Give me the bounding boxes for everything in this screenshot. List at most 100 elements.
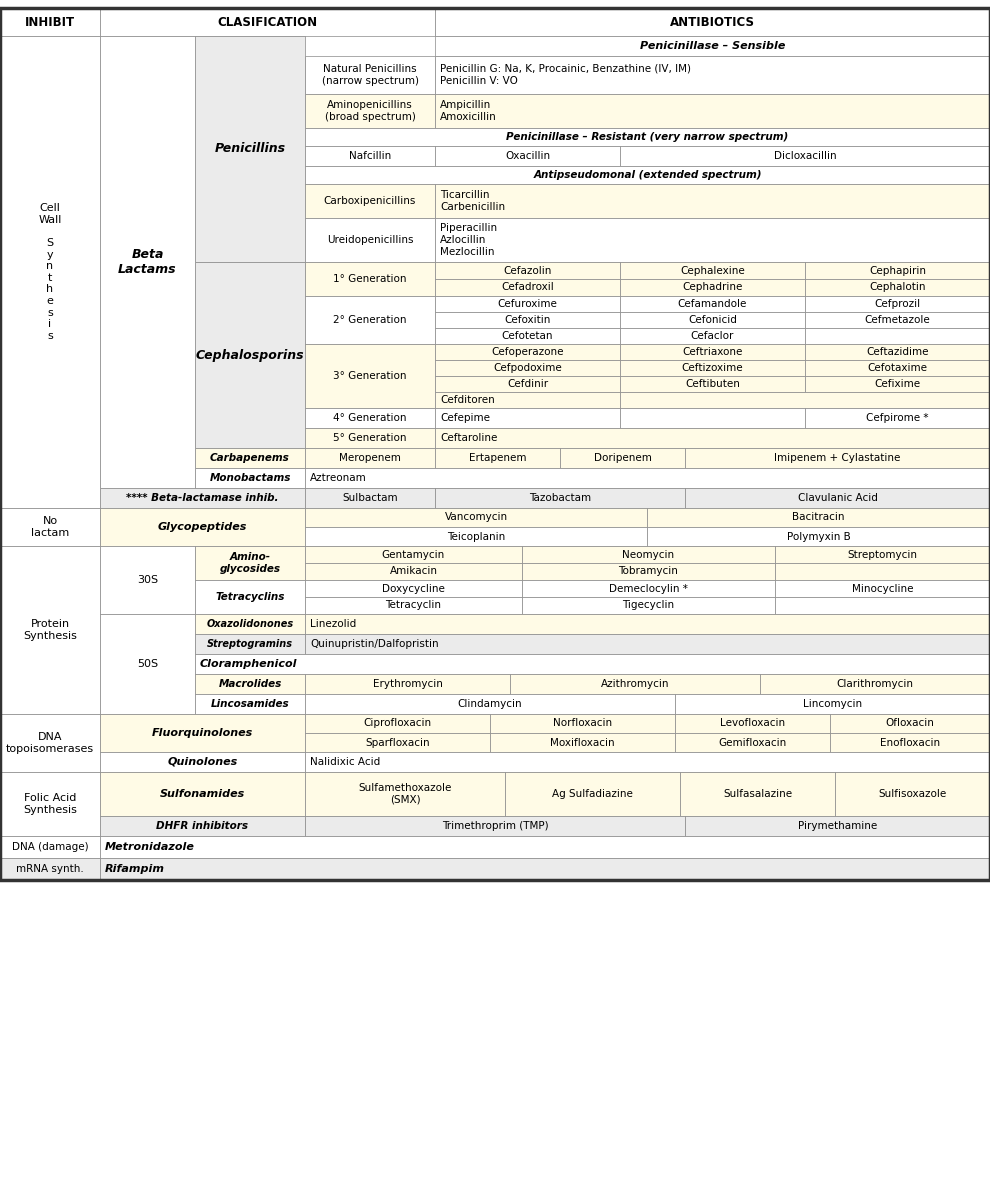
Text: Moxifloxacin: Moxifloxacin [550, 738, 615, 748]
Text: Sparfloxacin: Sparfloxacin [365, 738, 430, 748]
Bar [560, 448, 685, 468]
Bar [100, 772, 305, 816]
Bar [435, 408, 620, 428]
Text: Ceftriaxone: Ceftriaxone [682, 347, 742, 358]
Bar [490, 733, 675, 752]
Bar [195, 262, 305, 448]
Bar [522, 546, 775, 563]
Bar [0, 836, 100, 858]
Bar [305, 448, 435, 468]
Text: Carbenicillin: Carbenicillin [440, 202, 505, 211]
Bar [435, 360, 620, 376]
Text: 3° Generation: 3° Generation [334, 371, 407, 382]
Text: Cephalotin: Cephalotin [869, 282, 926, 293]
Text: 4° Generation: 4° Generation [334, 413, 407, 422]
Bar [435, 376, 620, 392]
Text: CLASIFICATION: CLASIFICATION [218, 16, 318, 29]
Text: Teicoplanin: Teicoplanin [446, 532, 505, 541]
Bar [435, 278, 620, 296]
Bar [620, 360, 805, 376]
Bar [195, 614, 305, 634]
Text: Protein
Synthesis: Protein Synthesis [23, 619, 77, 641]
Text: Lincomycin: Lincomycin [803, 698, 862, 709]
Text: Cefpirome *: Cefpirome * [866, 413, 929, 422]
Text: Meropenem: Meropenem [339, 452, 401, 463]
Text: Polymyxin B: Polymyxin B [787, 532, 850, 541]
Text: Ciprofloxacin: Ciprofloxacin [363, 719, 432, 728]
Bar [620, 392, 990, 408]
Bar [490, 714, 675, 733]
Bar [100, 752, 305, 772]
Bar [0, 8, 100, 36]
Bar [305, 56, 435, 94]
Bar [305, 344, 435, 408]
Bar [100, 488, 305, 508]
Text: Cefditoren: Cefditoren [440, 395, 495, 404]
Bar [805, 344, 990, 360]
Text: Quinupristin/Dalfopristin: Quinupristin/Dalfopristin [310, 638, 439, 649]
Bar [505, 772, 680, 816]
Bar [305, 614, 990, 634]
Text: Folic Acid
Synthesis: Folic Acid Synthesis [23, 793, 77, 815]
Bar [675, 694, 990, 714]
Bar [305, 262, 435, 296]
Bar [305, 634, 990, 654]
Bar [835, 772, 990, 816]
Bar [305, 714, 490, 733]
Text: Cefprozil: Cefprozil [874, 299, 921, 308]
Bar [685, 448, 990, 468]
Text: Nalidixic Acid: Nalidixic Acid [310, 757, 380, 767]
Bar [620, 328, 805, 344]
Bar [435, 8, 990, 36]
Bar [805, 408, 990, 428]
Bar [435, 328, 620, 344]
Bar [620, 278, 805, 296]
Text: Penicillins: Penicillins [215, 143, 285, 156]
Text: Cephadrine: Cephadrine [682, 282, 742, 293]
Bar [435, 94, 990, 128]
Bar [0, 858, 100, 880]
Text: Levofloxacin: Levofloxacin [720, 719, 785, 728]
Bar [100, 816, 305, 836]
Text: Glycopeptides: Glycopeptides [157, 522, 248, 532]
Text: **** Beta-lactamase inhib.: **** Beta-lactamase inhib. [127, 493, 279, 503]
Text: Amikacin: Amikacin [389, 566, 438, 576]
Bar [830, 714, 990, 733]
Bar [305, 733, 490, 752]
Text: Monobactams: Monobactams [209, 473, 291, 482]
Text: Fluorquinolones: Fluorquinolones [151, 728, 253, 738]
Bar [305, 296, 435, 344]
Bar [805, 360, 990, 376]
Text: Ampicillin: Ampicillin [440, 101, 491, 110]
Bar [195, 694, 305, 714]
Text: Norfloxacin: Norfloxacin [553, 719, 612, 728]
Text: Clavulanic Acid: Clavulanic Acid [798, 493, 877, 503]
Text: Mezlocillin: Mezlocillin [440, 247, 494, 257]
Bar [305, 563, 522, 580]
Text: Ertapenem: Ertapenem [468, 452, 527, 463]
Bar [685, 488, 990, 508]
Text: Cefotaxime: Cefotaxime [867, 362, 928, 373]
Text: Antipseudomonal (extended spectrum): Antipseudomonal (extended spectrum) [534, 170, 761, 180]
Text: Cefoxitin: Cefoxitin [504, 314, 550, 325]
Bar [435, 218, 990, 262]
Bar [685, 816, 990, 836]
Bar [620, 408, 805, 428]
Text: Cephalexine: Cephalexine [680, 265, 744, 276]
Text: Tobramycin: Tobramycin [619, 566, 678, 576]
Bar [305, 146, 435, 166]
Text: Piperacillin: Piperacillin [440, 223, 497, 233]
Text: Gemifloxacin: Gemifloxacin [719, 738, 787, 748]
Bar [305, 508, 647, 527]
Bar [100, 858, 990, 880]
Text: Clindamycin: Clindamycin [457, 698, 523, 709]
Text: Bacitracin: Bacitracin [792, 512, 844, 522]
Text: Streptogramins: Streptogramins [207, 638, 293, 649]
Text: Cephalosporins: Cephalosporins [196, 348, 304, 361]
Text: Rifampim: Rifampim [105, 864, 165, 874]
Bar [305, 580, 522, 596]
Bar [435, 428, 990, 448]
Text: Cephapirin: Cephapirin [869, 265, 926, 276]
Text: Demeclocylin *: Demeclocylin * [609, 583, 688, 594]
Bar [305, 752, 990, 772]
